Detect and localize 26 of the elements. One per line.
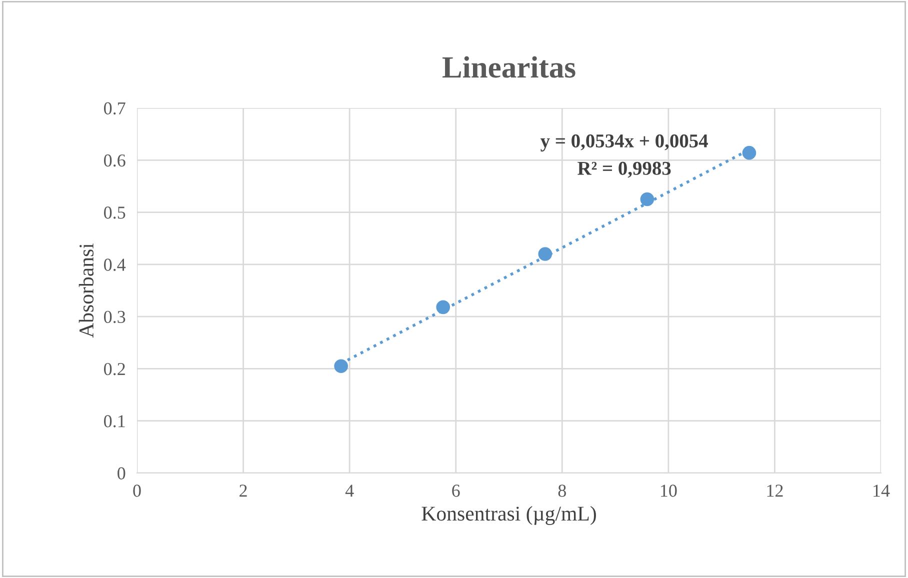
point: [742, 146, 756, 160]
x-tick-label: 4: [345, 484, 354, 497]
x-tick-label: 12: [767, 484, 783, 497]
annotation: R² = 0,9983: [578, 162, 671, 178]
y-tick-label: 0.7: [104, 102, 126, 115]
x-axis-title: Konsentrasi (µg/mL): [422, 506, 596, 525]
x-tick-label: 2: [240, 484, 247, 497]
y-axis-title: Absorbansi: [78, 243, 94, 338]
y-tick-label: 0.4: [104, 258, 126, 271]
chart-title: Linearitas: [442, 56, 576, 78]
x-tick-label: 6: [452, 484, 460, 497]
annotation: y = 0,0534x + 0,0054: [540, 134, 708, 152]
point: [334, 359, 348, 374]
y-tick-label: 0.5: [104, 206, 126, 219]
x-tick-label: 8: [558, 484, 566, 497]
y-tick-label: 0.6: [104, 154, 126, 167]
y-tick-label: 0: [118, 467, 126, 480]
point: [640, 192, 654, 206]
y-tick-label: 0.1: [104, 415, 125, 428]
y-tick-label: 0.3: [104, 310, 126, 324]
y-tick-label: 0.2: [104, 362, 125, 376]
point: [436, 300, 450, 314]
point: [538, 247, 552, 261]
x-tick-label: 0: [133, 484, 141, 497]
x-tick-label: 10: [660, 484, 677, 497]
x-tick-label: 14: [874, 484, 890, 497]
